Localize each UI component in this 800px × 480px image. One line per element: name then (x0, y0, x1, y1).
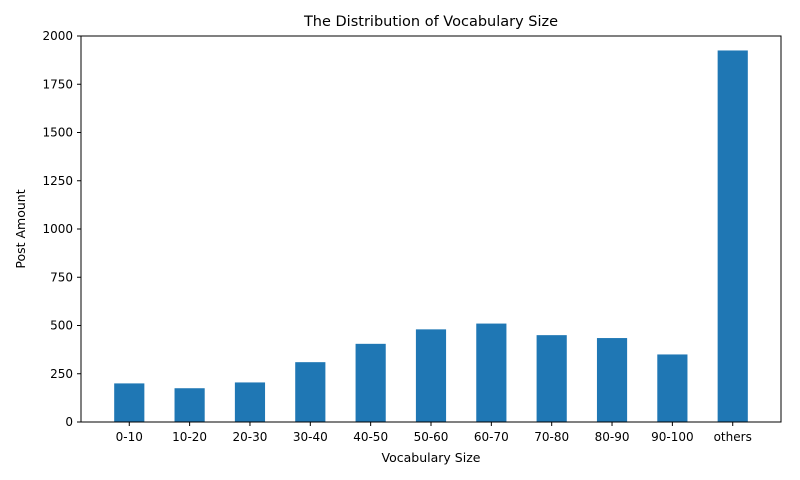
x-tick-label: 0-10 (116, 430, 143, 444)
x-tick-label: 30-40 (293, 430, 328, 444)
bar-others (717, 50, 748, 422)
x-tick-label: 10-20 (172, 430, 207, 444)
y-tick-label: 750 (50, 270, 73, 284)
bar-10-20 (174, 388, 205, 422)
x-tick-label: 70-80 (534, 430, 569, 444)
bar-80-90 (596, 338, 628, 422)
chart-title: The Distribution of Vocabulary Size (303, 14, 558, 30)
x-tick-label: 90-100 (651, 430, 694, 444)
bar-20-30 (234, 382, 266, 422)
x-tick-label: 40-50 (353, 430, 388, 444)
x-tick-label: 80-90 (595, 430, 630, 444)
y-tick-label: 250 (50, 367, 73, 381)
x-axis-title: Vocabulary Size (382, 450, 481, 465)
x-tick-label: others (714, 430, 752, 444)
bar-60-70 (476, 323, 507, 422)
bar-70-80 (536, 335, 567, 422)
y-tick-label: 2000 (42, 29, 73, 43)
y-tick-label: 1000 (42, 222, 73, 236)
y-axis-title: Post Amount (13, 189, 28, 268)
axes-layer: 0-10 10-20 20-30 30-40 40-50 50-60 60-70 70-80 8… (42, 29, 782, 444)
bar-50-60 (415, 329, 447, 422)
bar-30-40 (295, 362, 326, 422)
bars-layer (114, 50, 748, 422)
bar-40-50 (355, 343, 386, 422)
y-tick-label: 0 (65, 415, 73, 429)
x-tick-label: 50-60 (414, 430, 449, 444)
y-tick-label: 1750 (42, 77, 73, 91)
x-tick-label: 60-70 (474, 430, 509, 444)
x-tick-label: 20-30 (233, 430, 268, 444)
bar-90-100 (657, 354, 688, 422)
y-tick-label: 1500 (42, 126, 73, 140)
bar-0-10 (114, 383, 145, 422)
y-tick-label: 1250 (42, 174, 73, 188)
y-tick-label: 500 (50, 319, 73, 333)
